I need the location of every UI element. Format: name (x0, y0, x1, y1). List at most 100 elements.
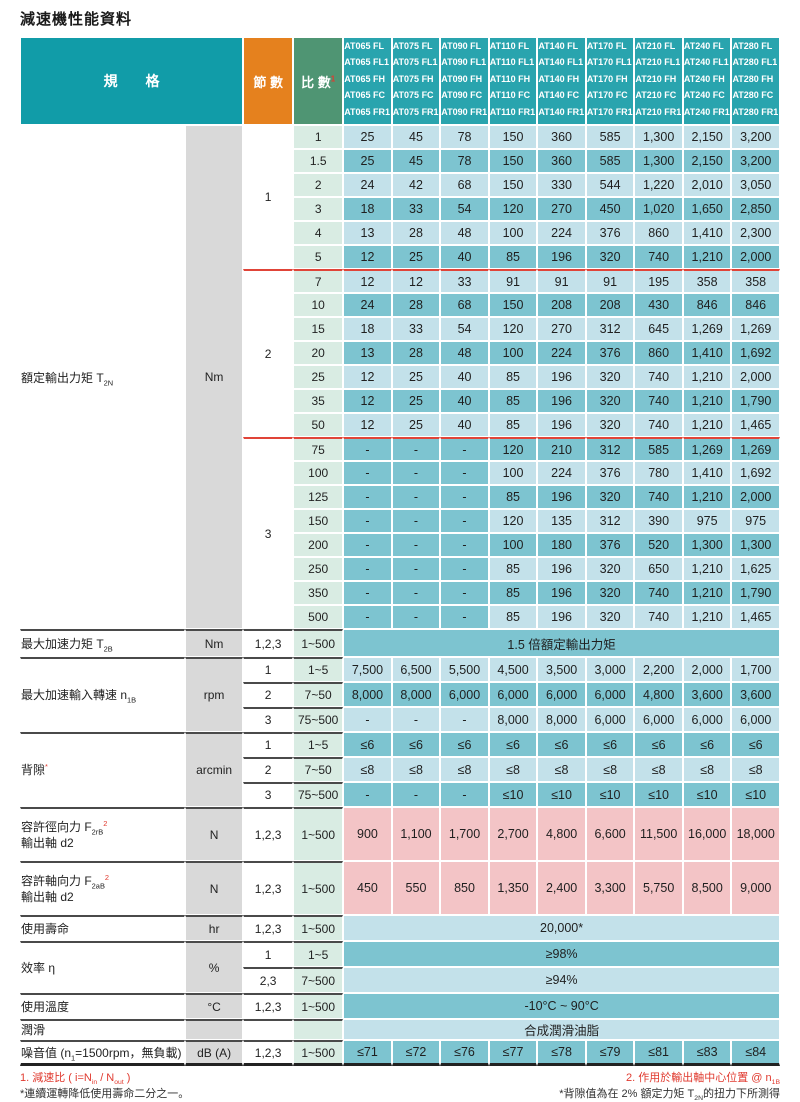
torque-value-cell: 1,269 (682, 437, 732, 461)
model-name: AT240 FH (683, 73, 725, 84)
span-value-cell: 合成潤滑油脂 (343, 1019, 780, 1040)
stage-cell: 2 (243, 269, 294, 437)
torque-value-cell: 860 (634, 341, 683, 365)
span-value-cell: 1.5 倍額定輸出力矩 (343, 629, 780, 657)
label-fragment: 2aB (91, 880, 105, 890)
torque-value-cell: - (343, 581, 392, 605)
ratio-cell: 1~500 (293, 807, 344, 861)
model-name: AT170 FL (586, 41, 627, 51)
torque-value-cell: 196 (537, 365, 586, 389)
ratio-cell: 1~500 (293, 861, 344, 915)
torque-value-cell: 33 (391, 317, 441, 341)
span-value-cell: ≥94% (343, 967, 780, 993)
torque-value-cell: 150 (488, 173, 538, 197)
torque-row: 100- - -100 224 376 780 1,410 1,692 (20, 461, 780, 485)
unit-cell: Nm (185, 125, 244, 629)
stage-cell: 1,2,3 (243, 993, 294, 1019)
torque-value-cell: 1,300 (634, 149, 683, 173)
span-value-cell: -10°C ~ 90°C (343, 993, 780, 1019)
value-cell: 6,000 (731, 707, 780, 732)
torque-value-cell: 150 (488, 149, 538, 173)
stage-cell: 1 (243, 125, 294, 269)
value-cell: ≤71 (343, 1040, 392, 1066)
torque-value-cell: 48 (440, 341, 489, 365)
unit-cell: arcmin (185, 732, 244, 807)
label-fragment: 2B (103, 643, 113, 653)
torque-value-cell: 1,220 (634, 173, 683, 197)
value-cell: 8,000 (391, 682, 441, 707)
ratio-cell: 15 (293, 317, 344, 341)
torque-value-cell: 18 (343, 317, 392, 341)
ratio-cell: 10 (293, 293, 344, 317)
torque-value-cell: 224 (537, 221, 586, 245)
ratio-cell: 350 (293, 581, 344, 605)
torque-value-cell: 48 (440, 221, 489, 245)
value-cell: - (343, 707, 392, 732)
value-cell: ≤76 (440, 1040, 489, 1066)
table-header: 規 格 節 數 比 數1 AT065 FL AT065 FL1 AT065 FH AT… (20, 37, 780, 125)
torque-value-cell: 195 (634, 269, 683, 293)
col-header-stage: 節 數 (243, 37, 294, 125)
torque-value-cell: 1,210 (682, 605, 732, 629)
value-cell: - (391, 707, 441, 732)
value-cell: 4,500 (488, 657, 538, 682)
model-name: AT110 FH (489, 73, 531, 84)
label-fragment: out (114, 1079, 124, 1087)
value-cell: ≤6 (585, 732, 635, 757)
ratio-cell: 75~500 (293, 782, 344, 807)
value-cell: ≤6 (682, 732, 732, 757)
ratio-cell: 1~5 (293, 657, 344, 682)
torque-value-cell: 210 (537, 437, 586, 461)
value-cell: 6,600 (585, 807, 635, 861)
footnote-backlash: *背隙值為在 2% 額定力矩 T2N的扭力下所測得 (559, 1086, 780, 1102)
value-cell: ≤6 (343, 732, 392, 757)
torque-value-cell: 2,010 (682, 173, 732, 197)
torque-value-cell: 740 (634, 485, 683, 509)
torque-value-cell: 1,020 (634, 197, 683, 221)
torque-row: 5 12 25 40 85 196 320 740 1,210 2,000 (20, 245, 780, 269)
col-header-model: AT210 FL AT210 FL1 AT210 FH AT210 FC AT210 F… (634, 37, 683, 125)
torque-value-cell: 28 (391, 341, 441, 365)
torque-row: 2 7 12 12 33 91 91 91 195 358 358 (20, 269, 780, 437)
torque-value-cell: - (391, 605, 441, 629)
label-fragment: 2N (103, 377, 114, 387)
torque-row: 3 18 33 54 120 270 450 1,020 1,650 2,850 (20, 197, 780, 221)
torque-value-cell: - (391, 509, 441, 533)
torque-value-cell: 312 (585, 437, 635, 461)
value-cell: 6,000 (682, 707, 732, 732)
torque-value-cell: 320 (585, 245, 635, 269)
model-name: AT280 FC (732, 90, 774, 101)
label-text: 容許軸向力 F2aB2 (21, 873, 184, 889)
label-text: 使用壽命 (21, 921, 184, 937)
model-name: AT170 FR1 (586, 106, 633, 117)
torque-value-cell: 1,410 (682, 341, 732, 365)
spec-table: 規 格 節 數 比 數1 AT065 FL AT065 FL1 AT065 FH AT… (20, 37, 780, 1066)
value-cell: 2,200 (634, 657, 683, 682)
span-value-cell: ≥98% (343, 941, 780, 967)
torque-value-cell: 740 (634, 605, 683, 629)
torque-value-cell: - (343, 533, 392, 557)
label-text: 使用溫度 (21, 999, 184, 1015)
max-accel-torque-row: 最大加速力矩 T2B Nm 1,2,3 1~500 1.5 倍額定輸出力矩 (20, 629, 780, 657)
unit-cell: hr (185, 915, 244, 941)
value-cell: ≤6 (440, 732, 489, 757)
torque-value-cell: 25 (391, 389, 441, 413)
torque-value-cell: 650 (634, 557, 683, 581)
torque-value-cell: - (391, 581, 441, 605)
spec-label-cell: 使用溫度 (20, 993, 186, 1019)
torque-value-cell: 585 (634, 437, 683, 461)
torque-value-cell: 1,210 (682, 245, 732, 269)
value-cell: 3,000 (585, 657, 635, 682)
stage-cell: 3 (243, 782, 294, 807)
torque-value-cell: 376 (585, 461, 635, 485)
torque-value-cell: 320 (585, 389, 635, 413)
model-name: AT170 FC (586, 90, 628, 101)
torque-value-cell: 12 (343, 245, 392, 269)
stage-cell: 1,2,3 (243, 1040, 294, 1066)
torque-row: 150- - -120 135 312 390 975 975 (20, 509, 780, 533)
label-text: 噪音值 (n1=1500rpm，無負載) (21, 1045, 184, 1062)
value-cell: 6,000 (585, 682, 635, 707)
torque-value-cell: 24 (343, 173, 392, 197)
value-cell: ≤10 (585, 782, 635, 807)
value-cell: 1,700 (440, 807, 489, 861)
